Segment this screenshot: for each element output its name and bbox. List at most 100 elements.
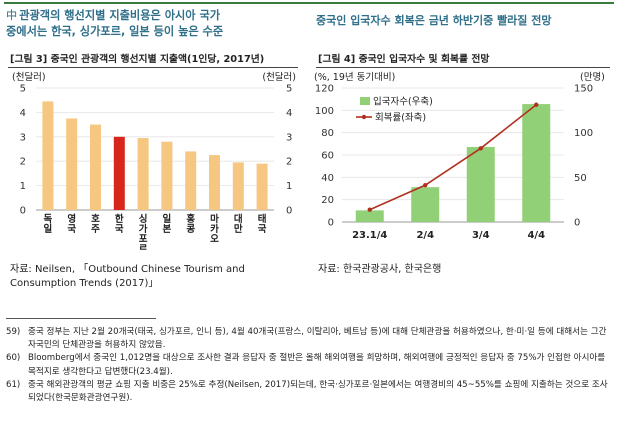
category-label: 2/4: [416, 230, 434, 241]
figure3-source-line1: 자료: Neilsen, 「Outbound Chinese Tourism a…: [10, 264, 245, 275]
category-label-char: 본: [163, 224, 172, 235]
headline-bullet: 中: [6, 9, 18, 22]
footnote-61: 61) 중국 해외관광객의 평균 쇼핑 지출 비중은 25%로 추정(Neils…: [6, 379, 612, 405]
category-label-char: 국: [115, 224, 124, 235]
point-recovery-23.1/4: [367, 207, 372, 212]
footnote-60: 60) Bloomberg에서 중국인 1,012명을 대상으로 조사한 결과 …: [6, 352, 612, 378]
category-label-char: 영: [67, 213, 76, 225]
bar-싱가포르: [137, 138, 149, 210]
legend-swatch-arrivals: [360, 97, 370, 105]
category-label-char: 독: [44, 214, 53, 225]
tick-label-right: 50: [574, 173, 587, 184]
category-label: 3/4: [472, 230, 490, 241]
legend-marker-recovery: [361, 114, 367, 120]
figure3-title: [그림 3] 중국인 관광객의 행선지별 지출액(1인당, 2017년): [8, 48, 298, 68]
category-label-char: 국: [258, 224, 267, 235]
category-label-char: 한: [115, 213, 124, 225]
tick-label-left: 80: [321, 128, 334, 139]
tick-label-left: 0: [20, 206, 26, 217]
category-label-char: 호: [91, 214, 100, 225]
category-label-char: 대: [234, 213, 243, 225]
category-label-char: 포: [139, 234, 148, 245]
category-label-char: 콩: [186, 224, 195, 235]
figure3-chart: (천달러) (천달러) 0 0 1 1 2 2 3 3 4 4 5 5 독 일 영 국 호 주 한 국 싱 가 포 르 일 본 홍 콩 마 카…: [8, 70, 300, 255]
tick-label-right: 1: [286, 181, 292, 192]
bar-arrivals-2/4: [411, 187, 440, 222]
bar-한국: [113, 136, 125, 210]
category-label-char: 만: [234, 223, 243, 235]
line-recovery-rate: [369, 104, 537, 211]
bar-태국: [256, 163, 268, 210]
category-label-char: 마: [210, 213, 219, 225]
headline-right: 중국인 입국자수 회복은 금년 하반기중 빨라질 전망: [316, 14, 552, 27]
tick-label-right: 2: [286, 157, 292, 168]
figure4-source: 자료: 한국관광공사, 한국은행: [318, 264, 442, 275]
tick-label-left: 3: [20, 132, 26, 143]
category-label-char: 태: [258, 213, 267, 225]
point-recovery-4/4: [534, 102, 539, 107]
category-label-char: 국: [67, 224, 76, 235]
bar-독일: [42, 101, 54, 210]
tick-label-left: 0: [328, 218, 334, 229]
tick-label-left: 40: [321, 173, 334, 184]
category-label-char: 르: [139, 244, 148, 250]
tick-label-left: 100: [315, 106, 334, 117]
tick-label-right: 5: [286, 84, 292, 95]
bar-arrivals-4/4: [522, 104, 551, 222]
figure3-source: 자료: Neilsen, 「Outbound Chinese Tourism a…: [10, 263, 302, 291]
tick-label-right: 3: [286, 132, 292, 143]
footnotes: 59) 중국 정부는 지난 2월 20개국(태국, 싱가포르, 인니 등), 4…: [6, 326, 612, 405]
bar-홍콩: [185, 151, 197, 210]
legend-label-recovery: 회복률(좌축): [375, 113, 426, 124]
tick-label-right: 0: [286, 206, 292, 217]
category-label-char: 주: [91, 224, 100, 235]
y-axis-label-left: (천달러): [12, 71, 46, 83]
figure3-source-line2: Consumption Trends (2017)」: [10, 278, 159, 289]
category-label-char: 오: [210, 234, 219, 245]
footnote-rule: [6, 318, 156, 319]
y-axis-label-right: (천달러): [262, 71, 296, 83]
y-axis-label-right: (만명): [580, 72, 605, 83]
footnote-text: 중국 정부는 지난 2월 20개국(태국, 싱가포르, 인니 등), 4월 40…: [28, 327, 607, 351]
category-label: 23.1/4: [352, 230, 387, 241]
figure3-chart-svg: (천달러) (천달러)0 01 12 23 34 45 5독일영국호주한국싱가포르일본홍콩마카…: [12, 71, 296, 255]
bar-호주: [90, 124, 101, 210]
footnote-number: 61): [6, 379, 21, 390]
tick-label-left: 5: [20, 84, 26, 95]
tick-label-left: 60: [321, 151, 334, 162]
headline-left-line2: 중에서는 한국, 싱가포르, 일본 등이 높은 수준: [6, 25, 224, 38]
figure4-chart-svg: (%, 19년 동기대비) (만명) 0 20 40 60 80 100 120 0 50 100 15…: [314, 72, 605, 241]
bar-마카오: [209, 155, 220, 210]
category-label-char: 홍: [186, 213, 195, 225]
category-label-char: 가: [139, 223, 148, 235]
tick-label-right: 0: [574, 218, 580, 229]
category-label-char: 일: [163, 213, 172, 225]
headline-left-line1: 관광객의 행선지별 지출비용은 아시아 국가: [19, 9, 221, 22]
point-recovery-2/4: [423, 182, 428, 188]
tick-label-right: 100: [574, 128, 593, 139]
category-label: 4/4: [527, 230, 545, 241]
headline-left: 中 관광객의 행선지별 지출비용은 아시아 국가 중에서는 한국, 싱가포르, 일…: [6, 8, 304, 40]
footnote-number: 59): [6, 327, 21, 337]
top-rule: [4, 2, 614, 4]
tick-label-left: 2: [20, 157, 26, 168]
category-label-char: 일: [44, 223, 53, 235]
category-label-char: 카: [210, 223, 219, 235]
bar-대만: [232, 162, 244, 210]
y-axis-label-left: (%, 19년 동기대비): [314, 72, 395, 83]
tick-label-left: 120: [315, 84, 334, 95]
bar-arrivals-3/4: [466, 146, 495, 222]
point-recovery-3/4: [478, 146, 483, 151]
bar-영국: [66, 118, 78, 210]
footnote-59: 59) 중국 정부는 지난 2월 20개국(태국, 싱가포르, 인니 등), 4…: [6, 326, 612, 352]
footnote-text: 중국 해외관광객의 평균 쇼핑 지출 비중은 25%로 추정(Neilsen, …: [28, 379, 608, 404]
footnote-text: Bloomberg에서 중국인 1,012명을 대상으로 조사한 결과 응답자 …: [28, 353, 606, 377]
tick-label-left: 4: [20, 108, 26, 119]
category-label-char: 싱: [139, 213, 148, 225]
tick-label-left: 20: [321, 195, 334, 206]
bar-일본: [161, 141, 173, 210]
tick-label-right: 150: [574, 84, 593, 95]
tick-label-left: 1: [20, 181, 26, 192]
legend-label-arrivals: 입국자수(우축): [373, 96, 433, 108]
figure4-title: [그림 4] 중국인 입국자수 및 회복률 전망: [316, 48, 610, 68]
